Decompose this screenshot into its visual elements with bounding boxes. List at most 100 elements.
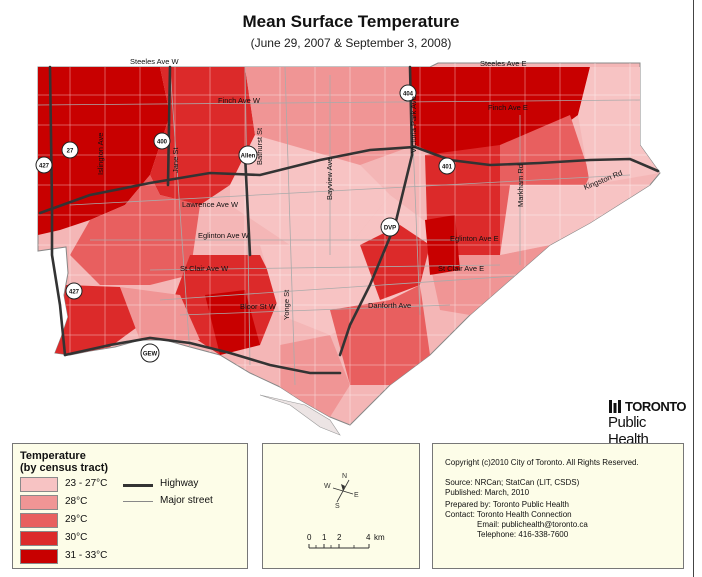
label-markham: Markham Rd <box>516 164 525 207</box>
label-jane: Jane St <box>171 147 180 173</box>
svg-text:404: 404 <box>403 92 414 98</box>
svg-text:427: 427 <box>39 164 50 170</box>
label-stclair-e: St Clair Ave E <box>438 264 484 273</box>
label-eglinton-e: Eglinton Ave E <box>450 234 499 243</box>
scale-tick-2: 2 <box>337 533 342 542</box>
legend-label-30: 30°C <box>65 532 88 543</box>
legend-highway-line <box>123 484 153 487</box>
svg-text:400: 400 <box>157 140 168 146</box>
frame-border <box>693 0 694 577</box>
tract-zone <box>150 67 255 205</box>
legend-title-line1: Temperature <box>20 450 86 462</box>
map-subtitle: (June 29, 2007 & September 3, 2008) <box>250 36 452 50</box>
credits-prepared: Prepared by: Toronto Public Health <box>445 500 569 509</box>
label-victoria-park: Victoria Park Ave <box>409 96 418 153</box>
toronto-public-health-logo: TORONTO Public Health <box>608 398 688 449</box>
tract-zone <box>70 175 200 285</box>
svg-text:GEW: GEW <box>143 352 158 358</box>
compass-rose-icon: N S E W <box>324 473 359 510</box>
shield-dvp: DVP <box>380 217 400 237</box>
legend-label-23-27: 23 - 27°C <box>65 478 108 489</box>
credits-published: Published: March, 2010 <box>445 488 530 497</box>
highway-allen <box>243 153 252 257</box>
svg-text:Allen: Allen <box>241 154 256 160</box>
city-hall-icon <box>609 400 621 413</box>
credits-panel: Copyright (c)2010 City of Toronto. All R… <box>432 443 684 569</box>
shield-allen: Allen <box>238 145 258 165</box>
shield-27: 27 <box>61 141 79 159</box>
shield-400: 400 <box>153 132 171 150</box>
compass-s: S <box>335 503 340 510</box>
tract-zone <box>55 285 140 355</box>
label-bayview: Bayview Ave <box>325 158 334 200</box>
shield-427-south: 427 <box>65 282 83 300</box>
shield-gew: GEW <box>140 343 160 363</box>
scale-unit: km <box>374 533 385 542</box>
svg-text:401: 401 <box>442 165 453 171</box>
compass-n: N <box>342 473 347 480</box>
scale-tick-1: 1 <box>322 533 327 542</box>
legend-street-label: Major street <box>160 495 213 506</box>
credits-source: Source: NRCan; StatCan (LIT, CSDS) <box>445 478 580 487</box>
legend-street-line <box>123 501 153 502</box>
legend-panel: Temperature (by census tract) 23 - 27°C … <box>12 443 248 569</box>
legend-swatch-31-33 <box>20 549 58 564</box>
scale-tick-4: 4 <box>366 533 371 542</box>
label-stclair-w: St Clair Ave W <box>180 264 229 273</box>
highway-427 <box>48 65 67 357</box>
map-title: Mean Surface Temperature <box>242 12 460 31</box>
legend-swatch-28 <box>20 495 58 510</box>
label-eglinton-w: Eglinton Ave W <box>198 231 250 240</box>
svg-text:DVP: DVP <box>384 226 396 232</box>
legend-swatch-30 <box>20 531 58 546</box>
toronto-islands <box>259 394 341 436</box>
shield-427: 427 <box>35 156 53 174</box>
highway-400 <box>166 65 172 187</box>
tract-zone <box>578 67 660 185</box>
census-tract-layer <box>38 67 660 417</box>
svg-text:27: 27 <box>67 149 74 155</box>
compass-scale-svg: N S E W 0 1 2 4 km <box>307 473 385 549</box>
logo-toronto: TORONTO <box>625 398 687 414</box>
label-steeles-w: Steeles Ave W <box>130 57 180 66</box>
highway-gardiner <box>63 336 342 375</box>
highway-401 <box>38 145 660 215</box>
scale-tick-0: 0 <box>307 533 312 542</box>
tract-zone <box>500 185 650 255</box>
legend-label-28: 28°C <box>65 496 88 507</box>
credits-copyright: Copyright (c)2010 City of Toronto. All R… <box>445 458 639 467</box>
tract-zone <box>360 225 430 300</box>
toronto-temperature-map: 427 27 400 Allen 404 401 DVP 427 GEW Ste… <box>35 57 661 436</box>
label-islington: Islington Ave <box>96 133 105 175</box>
scale-bar: 0 1 2 4 km <box>307 533 385 549</box>
shield-404: 404 <box>399 84 417 102</box>
label-yonge: Yonge St <box>282 289 291 320</box>
legend-title: Temperature (by census tract) <box>20 450 108 474</box>
compass-w: W <box>324 483 331 490</box>
credits-email[interactable]: Email: publichealth@toronto.ca <box>477 520 588 529</box>
label-finch-e: Finch Ave E <box>488 103 528 112</box>
tract-zone <box>205 290 260 355</box>
label-steeles-e: Steeles Ave E <box>480 59 527 68</box>
credits-telephone: Telephone: 416-338-7600 <box>477 530 569 539</box>
legend-swatch-29 <box>20 513 58 528</box>
label-finch-w: Finch Ave W <box>218 96 261 105</box>
compass-e: E <box>354 492 359 499</box>
label-bloor: Bloor St W <box>240 302 277 311</box>
tract-zone <box>38 67 170 235</box>
label-bathurst: Bathurst St <box>255 127 264 165</box>
label-danforth: Danforth Ave <box>368 301 411 310</box>
legend-label-29: 29°C <box>65 514 88 525</box>
compass-scale-panel: N S E W 0 1 2 4 km <box>262 443 420 569</box>
shield-401: 401 <box>438 157 456 175</box>
highway-404-dvp <box>338 65 414 357</box>
legend-highway-label: Highway <box>160 478 199 489</box>
legend-title-line2: (by census tract) <box>20 462 109 474</box>
label-lawrence-w: Lawrence Ave W <box>182 200 239 209</box>
legend-swatch-23-27 <box>20 477 58 492</box>
shield-group: 427 27 400 Allen 404 401 DVP 427 GEW <box>35 84 456 363</box>
legend-label-31-33: 31 - 33°C <box>65 550 108 561</box>
major-streets <box>38 66 641 386</box>
highways <box>38 65 660 375</box>
credits-contact: Contact: Toronto Health Connection <box>445 510 572 519</box>
